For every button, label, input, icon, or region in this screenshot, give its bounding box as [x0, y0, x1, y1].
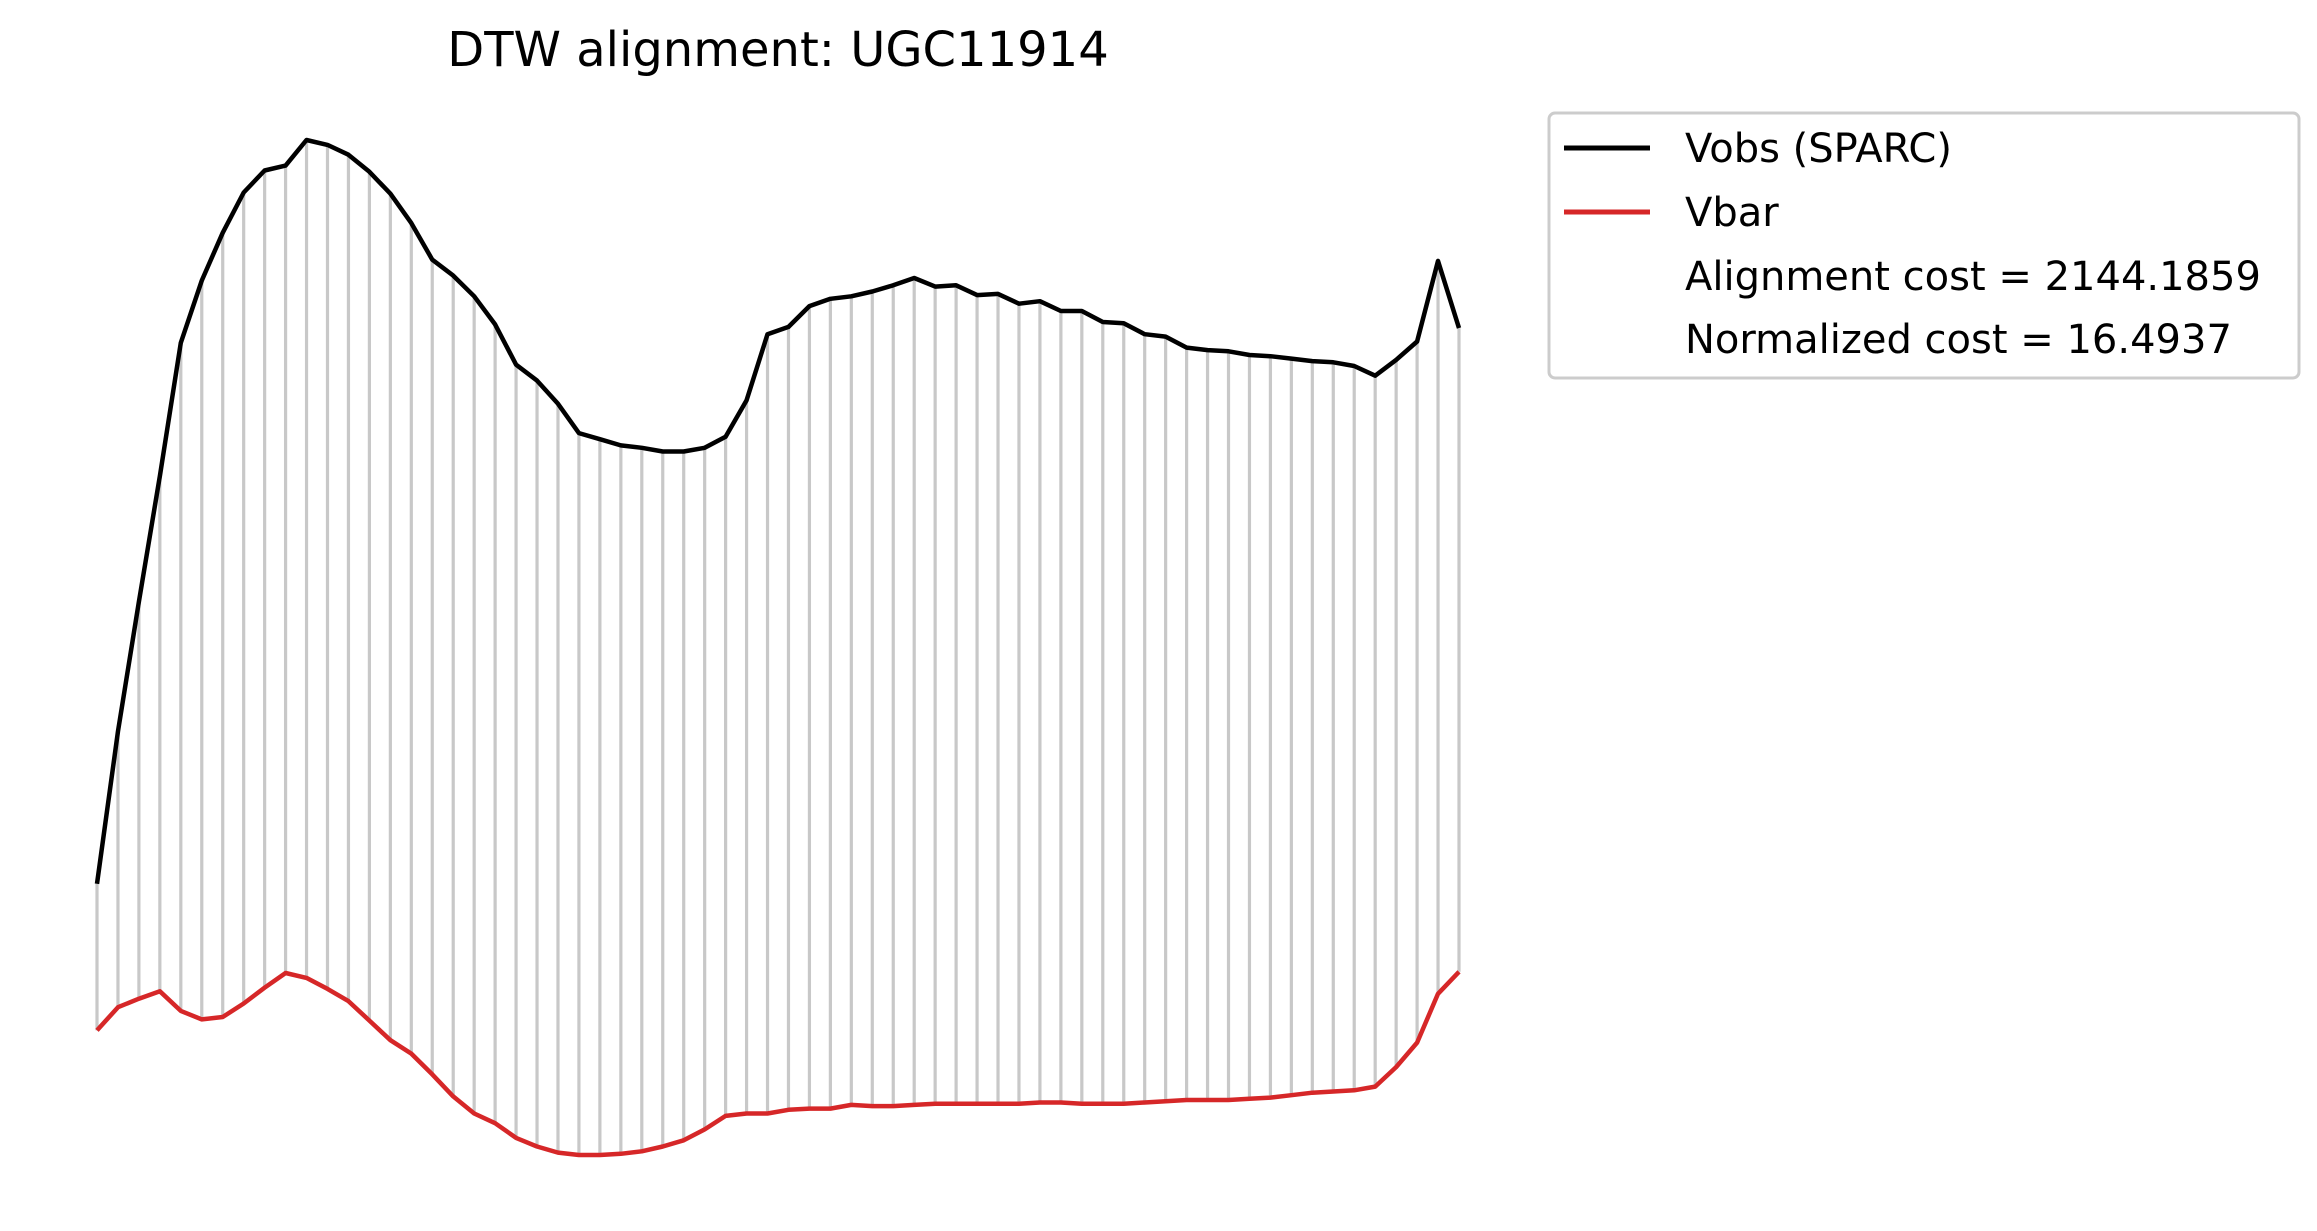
plot-area: [94, 137, 1462, 1158]
series-line-vobs: [94, 137, 1462, 885]
series-lines: [94, 137, 1462, 1158]
legend-alignment-cost: Alignment cost = 2144.1859: [1685, 254, 2261, 300]
alignment-connectors: [95, 140, 1461, 1155]
legend-frame: [1547, 111, 2301, 380]
chart-title: DTW alignment: UGC11914: [447, 22, 1108, 78]
series-line-vbar: [95, 970, 1461, 1158]
legend-label-vbar: Vbar: [1685, 190, 1779, 236]
legend-normalized-cost: Normalized cost = 16.4937: [1685, 317, 2232, 363]
legend: Vobs (SPARC) Vbar Alignment cost = 2144.…: [1547, 111, 2301, 380]
legend-label-vobs: Vobs (SPARC): [1685, 126, 1952, 172]
